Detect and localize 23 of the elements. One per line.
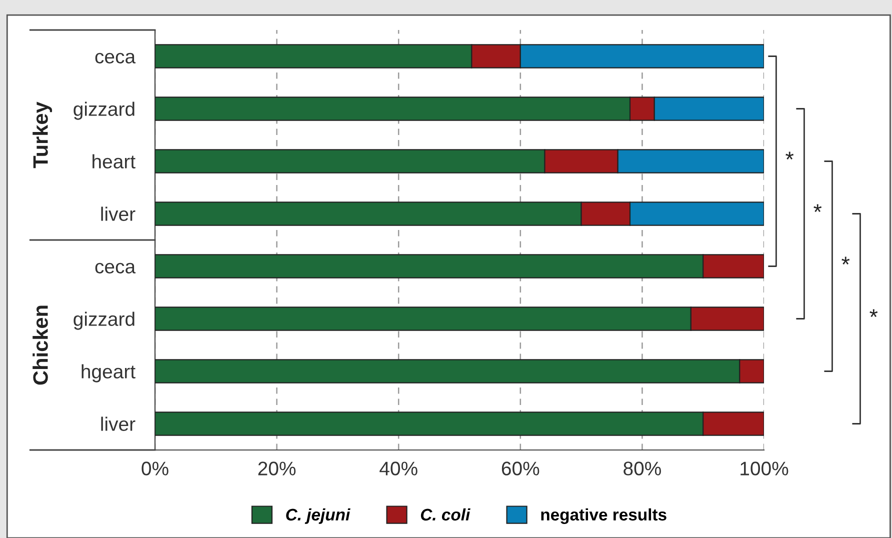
text: Chicken	[32, 306, 48, 385]
y-tick-label: gizzard	[74, 312, 134, 330]
text: *	[814, 204, 822, 212]
text: *	[870, 309, 878, 318]
text: *	[842, 256, 850, 265]
y-tick-label: gizzard	[74, 102, 134, 120]
x-tick-label: 0%	[142, 462, 168, 476]
y-tick-label: ceca	[95, 52, 136, 64]
y-tick-label: hgeart	[82, 364, 136, 382]
text: *	[786, 152, 794, 160]
legend-label: negative results	[541, 508, 666, 524]
x-tick-label: 60%	[502, 462, 540, 476]
y-tick-label: liver	[101, 416, 136, 431]
x-tick-label: 20%	[258, 462, 296, 476]
x-tick-label: 80%	[624, 462, 661, 476]
legend-label: C. coli	[420, 508, 470, 521]
y-tick-label: heart	[92, 154, 136, 168]
text: Turkey	[32, 102, 52, 168]
legend-label: C. jejuni	[286, 508, 350, 524]
y-tick-label: ceca	[95, 262, 136, 274]
x-tick-label: 40%	[380, 462, 418, 476]
y-tick-label: liver	[101, 206, 136, 221]
x-tick-label: 100%	[740, 462, 788, 476]
